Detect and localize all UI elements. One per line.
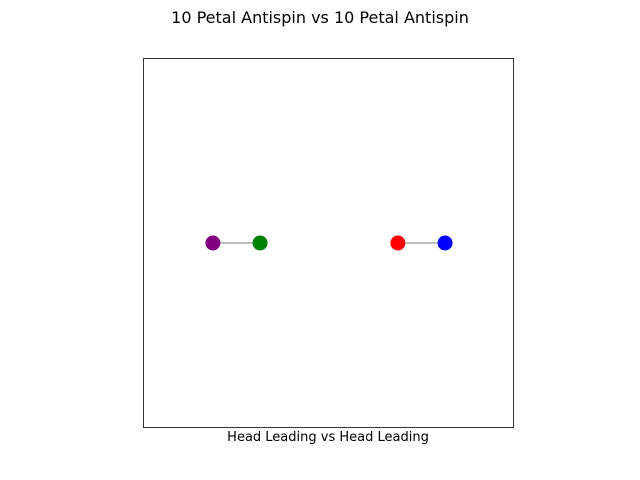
data-point-2-to: [437, 235, 453, 251]
chart-title: 10 Petal Antispin vs 10 Petal Antispin: [171, 8, 469, 27]
data-point-1-to: [252, 235, 268, 251]
data-point-2-from: [390, 235, 406, 251]
data-point-1-from: [205, 235, 221, 251]
plot-area-frame: [143, 58, 514, 428]
x-axis-label: Head Leading vs Head Leading: [227, 430, 429, 445]
chart-marks: [205, 235, 453, 251]
